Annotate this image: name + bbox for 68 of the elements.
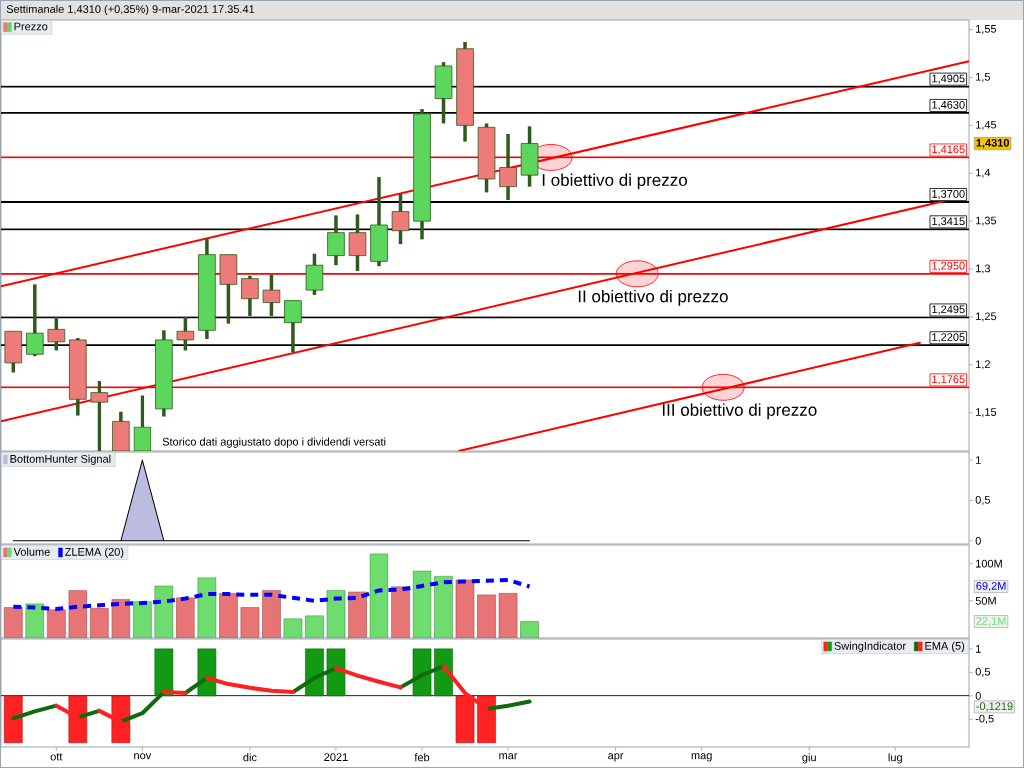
y-tick-label: 1 [976,645,981,653]
text: 1,4310 [976,138,1009,149]
candlestick [391,193,410,245]
candlestick [499,133,517,202]
chart-title: Settimanale 1,4310 (+0,35%) 9-mar-2021 17.35.41 [6,4,255,16]
ref-line-label: 1,2205 [932,333,965,343]
candlestick [26,284,44,357]
y-tick-label: 1,45 [976,120,997,130]
candlestick [348,214,367,271]
ref-line-label: 1,4630 [932,100,965,111]
y-tick-label: 1,4 [976,168,991,178]
candlestick [90,381,109,452]
legend-label: BottomHunter Signal [10,454,111,465]
legend-label: ZLEMA (20) [65,547,124,558]
ref-line-label: 1,3415 [932,217,965,227]
y-tick-label: 1 [976,456,981,464]
legend-label: EMA (5) [925,641,965,652]
y-tick-label: 100M [976,559,1002,568]
y-tick-label: 0 [975,691,981,700]
ref-line-label: 1,2495 [932,305,965,315]
y-tick-label: -0,5 [975,714,994,724]
candlestick [176,315,195,351]
x-tick-label: lug [888,753,902,764]
text: 69,2M [976,581,1006,592]
bar [369,553,389,639]
x-tick-label: feb [414,753,430,762]
x-tick-label: 2021 [324,753,348,761]
y-tick-label: 1,35 [976,216,997,226]
ref-line-label: 1,2950 [932,261,965,271]
bar [176,597,195,639]
y-tick-label: 1,55 [976,25,997,35]
x-tick-label: mar [499,753,518,760]
legend-label: Prezzo [14,22,48,31]
bar [412,570,432,639]
ref-line-label: 1,4905 [932,74,965,84]
x-tick-label: mag [691,753,712,762]
candlestick [47,315,66,351]
x-tick-label: apr [608,753,624,762]
legend-label: SwingIndicator [834,641,906,652]
x-tick-label: giu [802,753,816,764]
text: 22,1M [976,617,1006,627]
x-tick-label: nov [134,753,152,760]
annotation: III obiettivo di prezzo [662,403,817,420]
y-tick-label: 1,15 [976,408,997,418]
candlestick [284,300,302,353]
text: -0,1219 [976,702,1013,712]
annotation: Storico dati aggiustato dopo i dividendi versati [162,437,386,448]
annotation: I obiettivo di prezzo [542,173,687,190]
y-tick-label: 0,5 [975,495,991,505]
ref-line-label: 1,1765 [932,375,965,385]
ref-line-label: 1,3700 [932,190,965,200]
y-tick-label: 1,5 [976,72,991,82]
candlestick [241,275,259,316]
ref-line-label: 1,4165 [932,145,965,155]
legend-label: Volume [13,547,50,556]
y-tick-label: 1,2 [976,360,990,370]
y-tick-label: 0,5 [975,667,991,677]
candlestick [262,274,281,316]
x-tick-label: dic [243,753,257,762]
line-series [11,577,532,611]
y-tick-label: 50M [975,596,996,605]
candlestick [327,215,345,266]
y-tick-label: 1,3 [976,264,991,274]
candlestick [133,395,152,452]
annotation: II obiettivo di prezzo [578,289,728,306]
x-tick-label: ott [50,753,63,761]
y-tick-label: 0 [975,536,981,545]
y-tick-label: 1,25 [976,312,997,322]
